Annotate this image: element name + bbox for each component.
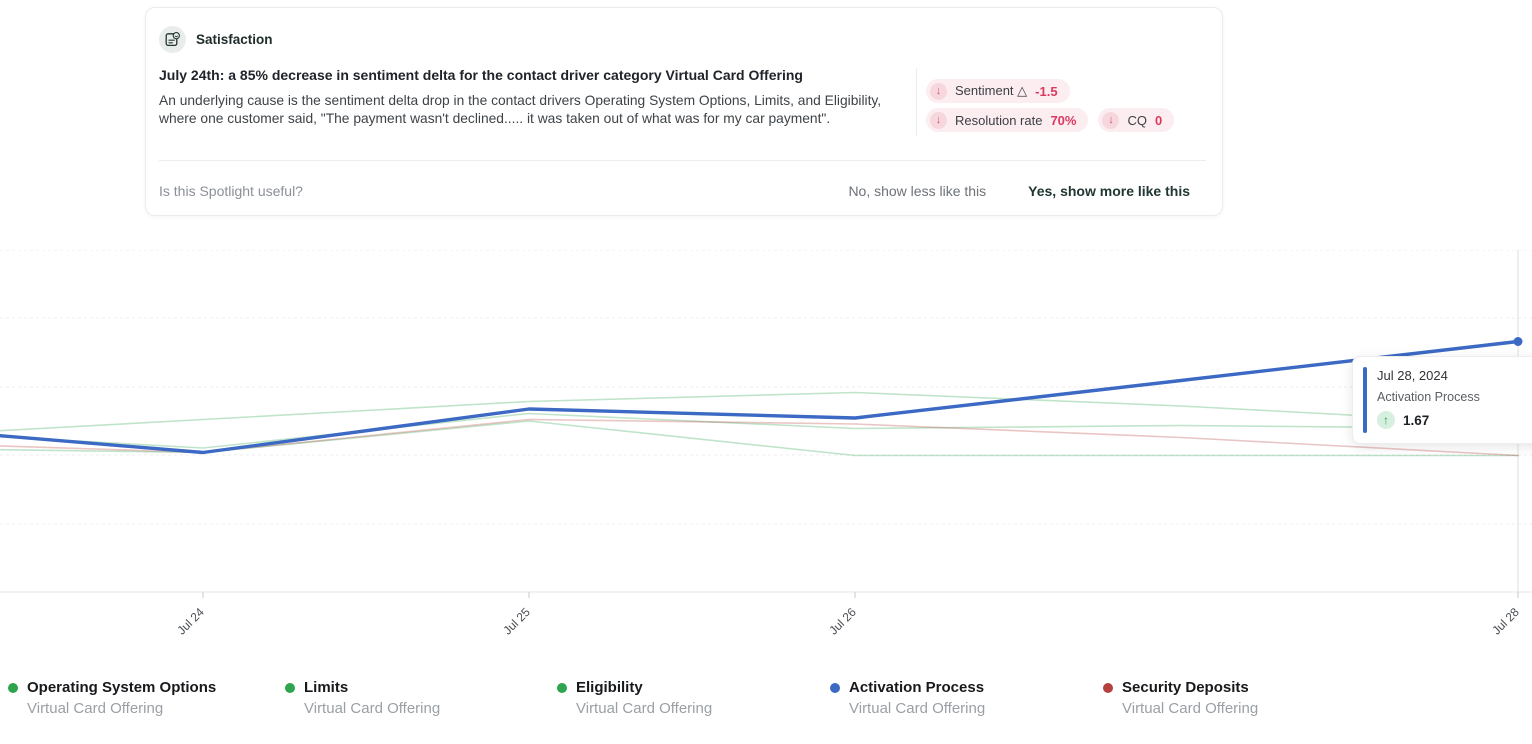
metric-label: Resolution rate xyxy=(955,112,1043,128)
show-less-button[interactable]: No, show less like this xyxy=(848,183,987,199)
metric-label: CQ xyxy=(1127,112,1147,128)
metric-badge-sentiment: ↓ Sentiment △ -1.5 xyxy=(926,79,1070,103)
metrics-panel: ↓ Sentiment △ -1.5 ↓ Resolution rate 70%… xyxy=(926,79,1175,137)
card-footer: Is this Spotlight useful? No, show less … xyxy=(159,183,1190,199)
metric-label: Sentiment △ xyxy=(955,83,1028,98)
legend-dot xyxy=(285,683,295,693)
series-line-security-deposits xyxy=(0,418,1519,457)
legend-dot xyxy=(557,683,567,693)
tooltip-value: 1.67 xyxy=(1403,412,1430,428)
legend-item-eligibility[interactable]: Eligibility Virtual Card Offering xyxy=(557,678,712,719)
active-point-marker xyxy=(1513,337,1523,346)
series-line-eligibility xyxy=(0,420,1519,457)
up-arrow-icon: ↑ xyxy=(1377,411,1395,429)
tooltip-series-name: Activation Process xyxy=(1377,390,1480,404)
legend-name: Security Deposits xyxy=(1122,679,1249,696)
legend-item-security-deposits[interactable]: Security Deposits Virtual Card Offering xyxy=(1103,678,1258,719)
down-arrow-icon: ↓ xyxy=(930,111,947,129)
spotlight-body: An underlying cause is the sentiment del… xyxy=(159,93,882,126)
x-axis-label: Jul 28 xyxy=(1489,605,1522,638)
sentiment-delta-chart[interactable]: Jul 24 Jul 25 Jul 26 Jul 28 xyxy=(0,250,1532,638)
spotlight-feedback-question: Is this Spotlight useful? xyxy=(159,183,303,199)
legend-dot xyxy=(830,683,840,693)
x-axis-label: Jul 26 xyxy=(826,605,859,638)
legend-subtitle: Virtual Card Offering xyxy=(576,700,713,717)
chart-canvas xyxy=(0,250,1532,598)
x-axis-label: Jul 25 xyxy=(500,605,533,638)
series-line-activation-process xyxy=(0,339,1520,455)
legend-subtitle: Virtual Card Offering xyxy=(849,700,986,717)
legend-item-activation-process[interactable]: Activation Process Virtual Card Offering xyxy=(830,678,985,719)
legend-name: Limits xyxy=(304,679,349,696)
legend-name: Eligibility xyxy=(576,679,643,696)
tooltip-date: Jul 28, 2024 xyxy=(1377,368,1448,383)
legend-subtitle: Virtual Card Offering xyxy=(304,700,441,717)
metric-value: 0 xyxy=(1154,112,1163,128)
card-category-label: Satisfaction xyxy=(196,32,273,47)
legend-dot xyxy=(1103,683,1113,693)
series-line-operating-system-options xyxy=(0,412,1519,449)
legend-subtitle: Virtual Card Offering xyxy=(1122,700,1259,717)
x-axis-label: Jul 24 xyxy=(174,605,207,638)
legend-subtitle: Virtual Card Offering xyxy=(27,700,164,717)
tooltip-accent-bar xyxy=(1363,367,1367,433)
legend-dot xyxy=(8,683,18,693)
legend-item-limits[interactable]: Limits Virtual Card Offering xyxy=(285,678,440,719)
spotlight-card: Satisfaction July 24th: a 85% decrease i… xyxy=(145,7,1223,216)
chart-tooltip: Jul 28, 2024 Activation Process ↑ 1.67 xyxy=(1352,356,1532,444)
legend-name: Operating System Options xyxy=(27,679,217,696)
legend-item-operating-system-options[interactable]: Operating System Options Virtual Card Of… xyxy=(8,678,216,719)
legend-name: Activation Process xyxy=(849,679,985,696)
satisfaction-survey-icon xyxy=(159,26,186,53)
metrics-divider xyxy=(916,68,917,136)
card-footer-divider xyxy=(159,160,1206,161)
show-more-button[interactable]: Yes, show more like this xyxy=(1028,183,1190,199)
metric-value: -1.5 xyxy=(1035,83,1058,99)
down-arrow-icon: ↓ xyxy=(930,82,947,100)
series-line-limits xyxy=(0,391,1519,432)
metric-badge-resolution-rate: ↓ Resolution rate 70% xyxy=(926,108,1089,132)
metric-value: 70% xyxy=(1050,112,1077,128)
down-arrow-icon: ↓ xyxy=(1102,111,1120,129)
metric-badge-cq: ↓ CQ 0 xyxy=(1098,108,1175,132)
spotlight-headline: July 24th: a 85% decrease in sentiment d… xyxy=(159,67,803,83)
card-header: Satisfaction xyxy=(159,26,273,53)
